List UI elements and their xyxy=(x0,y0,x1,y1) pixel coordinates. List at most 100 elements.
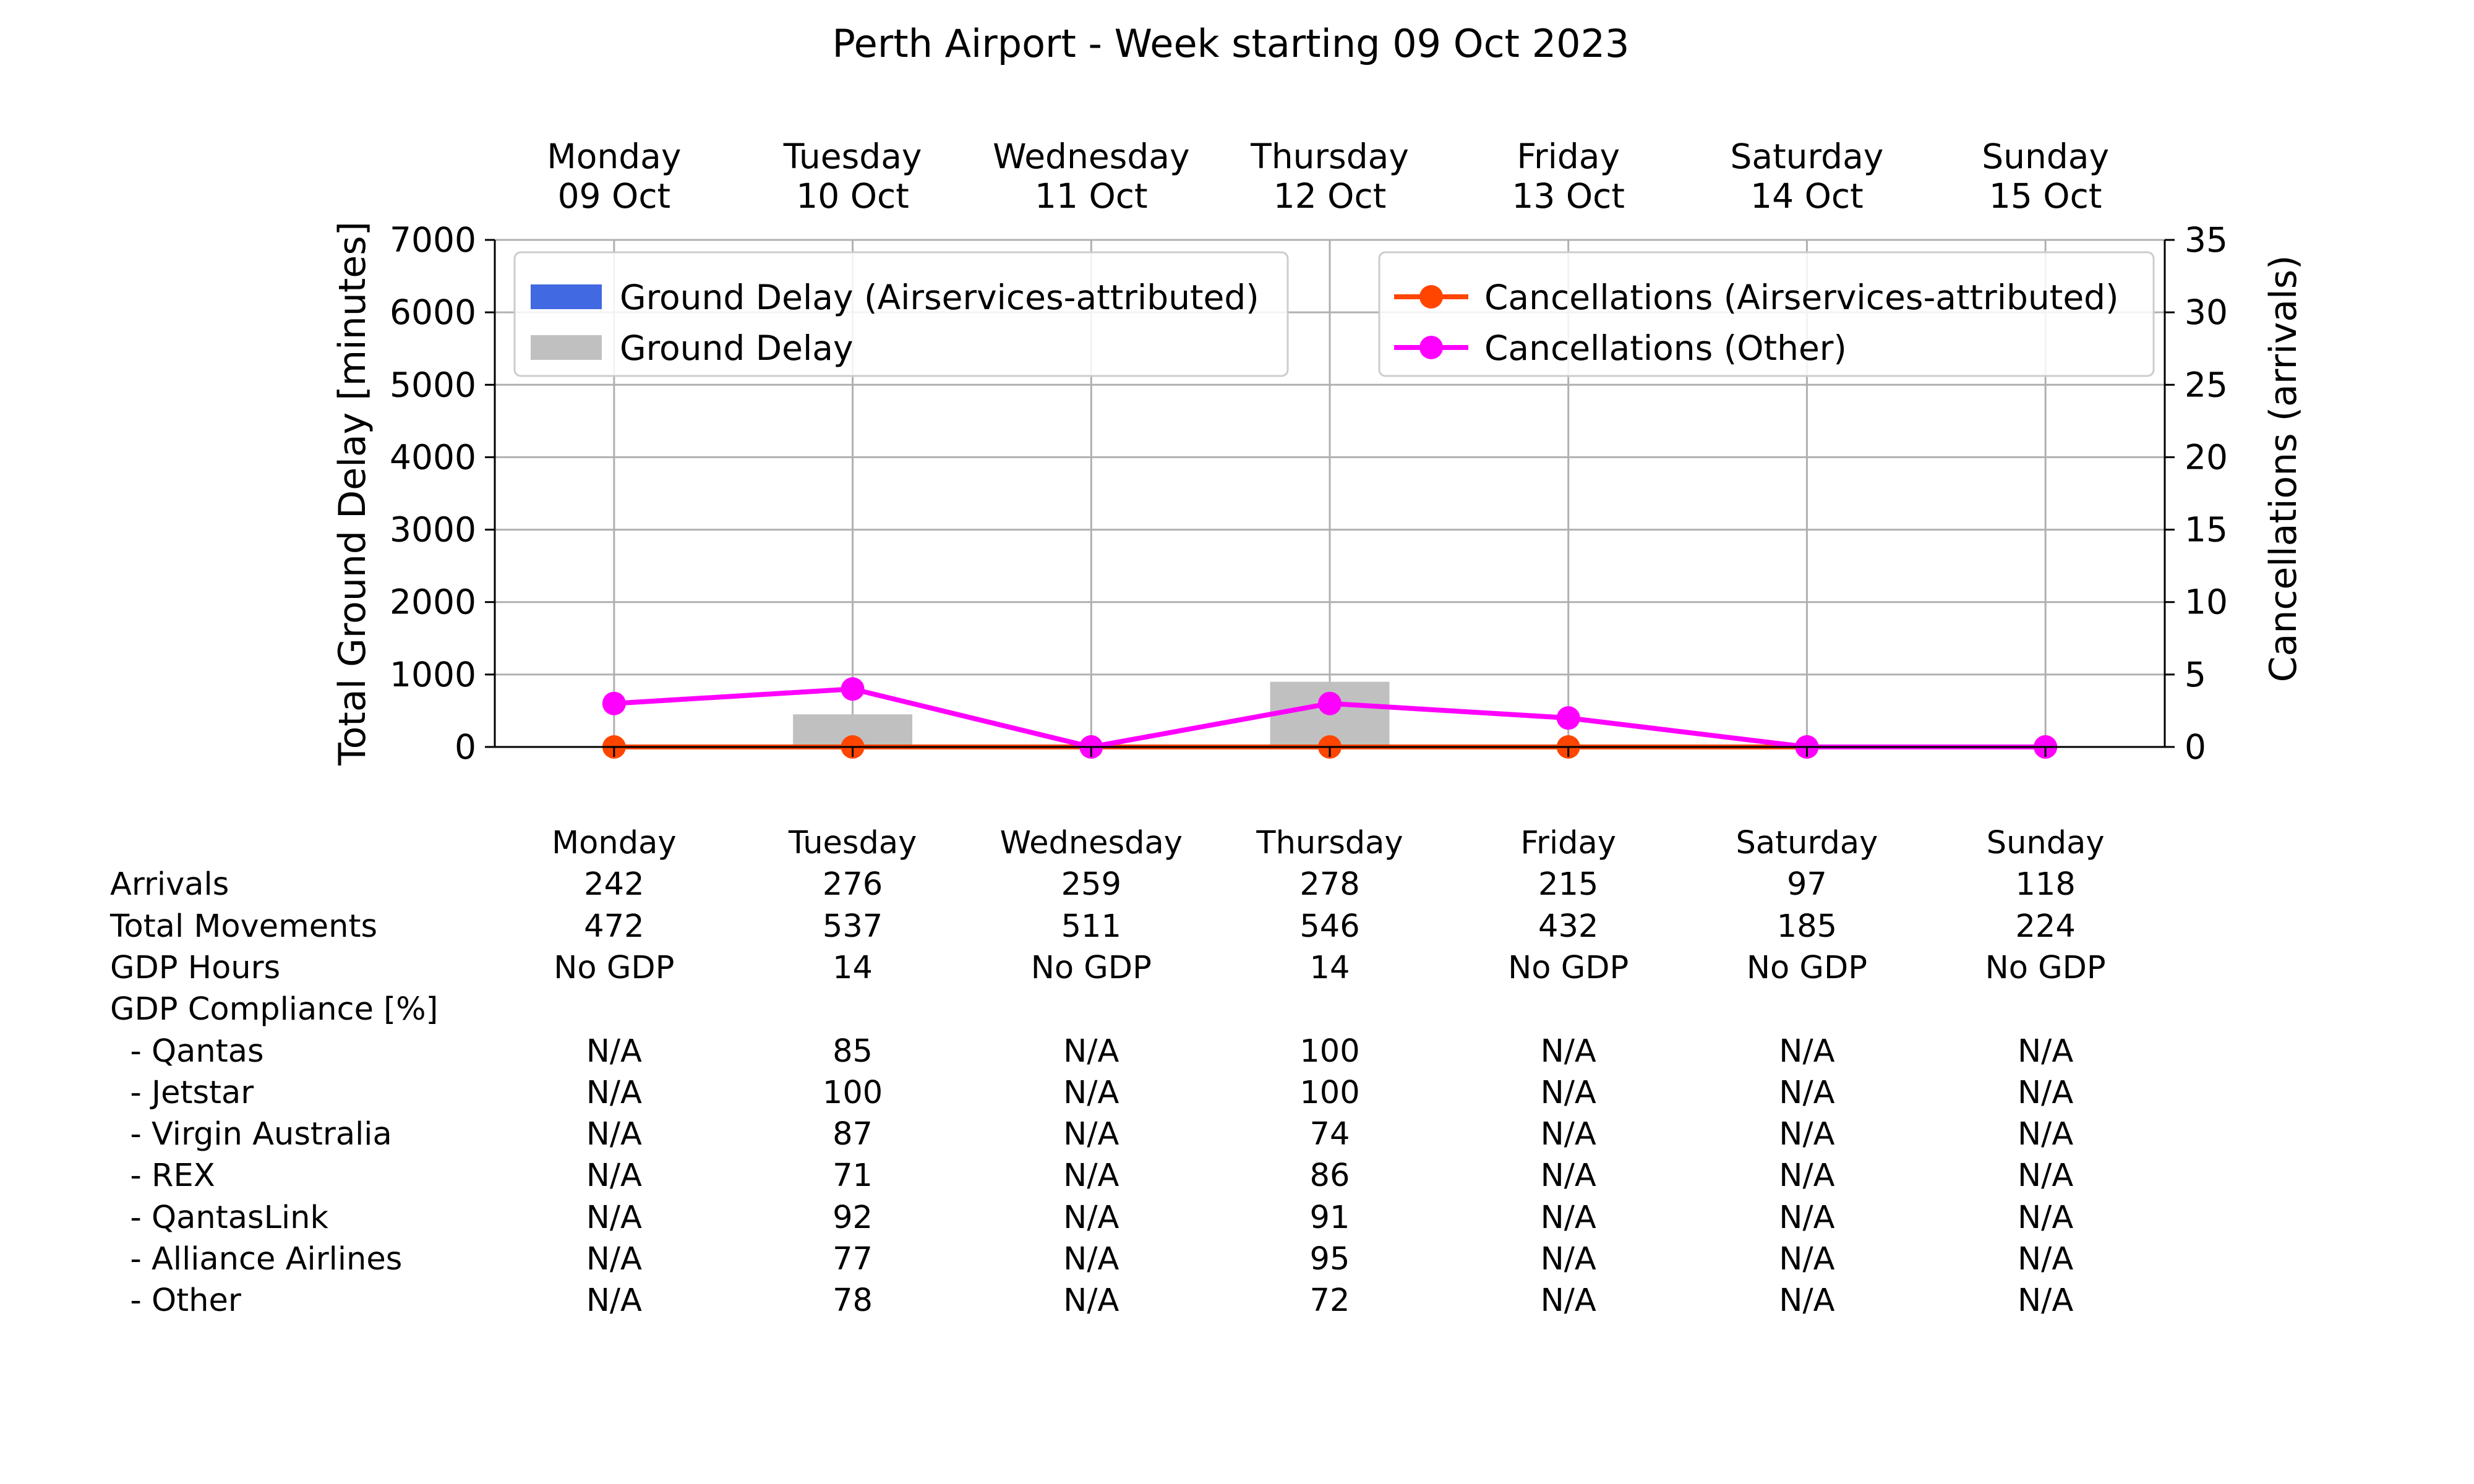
table-cell: N/A xyxy=(586,1116,642,1153)
legend-cancellations-swatch-marker xyxy=(1419,336,1443,359)
left-tick-label: 6000 xyxy=(390,292,476,332)
table-cell: N/A xyxy=(1779,1241,1835,1277)
table-cell: N/A xyxy=(1779,1199,1835,1236)
table-cell: 92 xyxy=(833,1199,873,1236)
table-cell: N/A xyxy=(1779,1116,1835,1153)
left-tick-label: 4000 xyxy=(390,437,476,477)
legend-ground-delay-frame xyxy=(513,251,1289,377)
table-cell: 537 xyxy=(822,908,883,945)
legend-cancellations-entry-label: Cancellations (Airservices-attributed) xyxy=(1484,278,2119,317)
table-cell: N/A xyxy=(1779,1282,1835,1320)
table-cell: No GDP xyxy=(1508,949,1629,986)
table-cell: N/A xyxy=(1540,1074,1596,1111)
table-header-cell: Monday xyxy=(552,825,677,861)
table-header-cell: Saturday xyxy=(1736,825,1878,861)
legend-cancellations-entry-label: Cancellations (Other) xyxy=(1484,328,1847,368)
cancellations-other-point xyxy=(602,691,626,715)
table-cell: No GDP xyxy=(554,949,675,986)
table-row-label: - Virgin Australia xyxy=(110,1116,392,1153)
day-label-date: 09 Oct xyxy=(558,176,671,216)
table-cell: 72 xyxy=(1309,1282,1350,1320)
table-cell: N/A xyxy=(1779,1158,1835,1195)
table-cell: N/A xyxy=(586,1282,642,1320)
table-cell: N/A xyxy=(2018,1074,2074,1111)
table-row-label: - Qantas xyxy=(110,1033,264,1070)
legend-ground-delay: Ground Delay (Airservices-attributed) Gro… xyxy=(513,251,1289,377)
legend-ground-delay-swatch xyxy=(531,335,602,360)
table-header-cell: Sunday xyxy=(1986,825,2105,861)
table-cell: N/A xyxy=(1063,1241,1119,1277)
table-cell: N/A xyxy=(1779,1033,1835,1070)
right-tick-label: 10 xyxy=(2185,582,2228,622)
table-row-label: - QantasLink xyxy=(110,1199,329,1236)
table-cell: 259 xyxy=(1061,866,1121,903)
table-cell: N/A xyxy=(586,1158,642,1195)
table-cell: 185 xyxy=(1776,908,1838,945)
table-cell: N/A xyxy=(586,1033,642,1070)
table-cell: N/A xyxy=(2018,1116,2074,1153)
table-cell: 91 xyxy=(1309,1199,1350,1236)
table-cell: 278 xyxy=(1299,866,1360,903)
chart-title: Perth Airport - Week starting 09 Oct 202… xyxy=(833,21,1630,66)
right-tick-label: 35 xyxy=(2185,220,2228,260)
table-cell: 224 xyxy=(2015,908,2076,945)
cancellations-other-point xyxy=(1318,691,1342,715)
legend-ground-delay-entry-label: Ground Delay (Airservices-attributed) xyxy=(620,278,1259,317)
left-tick-label: 5000 xyxy=(390,365,476,404)
table-row-label: - Other xyxy=(110,1282,241,1320)
table-cell: N/A xyxy=(1063,1282,1119,1320)
table-cell: N/A xyxy=(1540,1241,1596,1277)
day-label-weekday: Friday xyxy=(1517,137,1620,176)
right-tick-label: 0 xyxy=(2185,727,2206,767)
left-tick-label: 3000 xyxy=(390,510,476,550)
table-header-cell: Tuesday xyxy=(788,825,917,861)
table-row-label: Arrivals xyxy=(110,866,229,903)
left-tick-label: 2000 xyxy=(390,582,476,622)
legend-cancellations: Cancellations (Airservices-attributed) Ca… xyxy=(1378,251,2155,377)
table-cell: N/A xyxy=(2018,1241,2074,1277)
cancellations-other-point xyxy=(841,677,865,701)
table-cell: N/A xyxy=(1540,1158,1596,1195)
table-row-label: Total Movements xyxy=(110,908,378,945)
day-label-weekday: Thursday xyxy=(1250,137,1409,176)
day-label-date: 13 Oct xyxy=(1512,176,1625,216)
table-cell: N/A xyxy=(586,1199,642,1236)
legend-ground-delay-entry-label: Ground Delay xyxy=(620,328,854,368)
table-cell: N/A xyxy=(1540,1199,1596,1236)
table-cell: 95 xyxy=(1309,1241,1350,1277)
day-label-weekday: Monday xyxy=(547,137,681,176)
legend-cancellations-frame xyxy=(1378,251,2155,377)
table-cell: N/A xyxy=(586,1074,642,1111)
table-row-label: - Alliance Airlines xyxy=(110,1241,403,1277)
table-cell: N/A xyxy=(1779,1074,1835,1111)
day-label-weekday: Saturday xyxy=(1730,137,1883,176)
day-label-date: 10 Oct xyxy=(796,176,909,216)
cancellations-other-point xyxy=(1556,706,1580,730)
table-cell: N/A xyxy=(2018,1282,2074,1320)
table-cell: No GDP xyxy=(1746,949,1867,986)
table-cell: N/A xyxy=(2018,1033,2074,1070)
right-tick-label: 20 xyxy=(2185,437,2228,477)
table-header-cell: Wednesday xyxy=(999,825,1183,861)
table-row-label: GDP Compliance [%] xyxy=(110,991,439,1028)
right-tick-label: 5 xyxy=(2185,655,2206,694)
table-header-cell: Friday xyxy=(1520,825,1616,861)
day-label-date: 11 Oct xyxy=(1035,176,1148,216)
table-cell: N/A xyxy=(2018,1199,2074,1236)
left-tick-label: 0 xyxy=(455,727,476,767)
table-cell: 100 xyxy=(822,1074,883,1111)
table-cell: 14 xyxy=(1309,949,1350,986)
table-row-label: GDP Hours xyxy=(110,949,281,986)
right-tick-label: 30 xyxy=(2185,292,2228,332)
table-cell: 242 xyxy=(584,866,644,903)
table-cell: 511 xyxy=(1061,908,1121,945)
day-label-date: 12 Oct xyxy=(1273,176,1387,216)
table-cell: N/A xyxy=(1063,1158,1119,1195)
table-cell: 472 xyxy=(584,908,644,945)
table-cell: 432 xyxy=(1538,908,1599,945)
day-label-date: 15 Oct xyxy=(1989,176,2102,216)
table-cell: 78 xyxy=(833,1282,873,1320)
table-cell: N/A xyxy=(1063,1074,1119,1111)
table-cell: N/A xyxy=(2018,1158,2074,1195)
left-tick-label: 7000 xyxy=(390,220,476,260)
